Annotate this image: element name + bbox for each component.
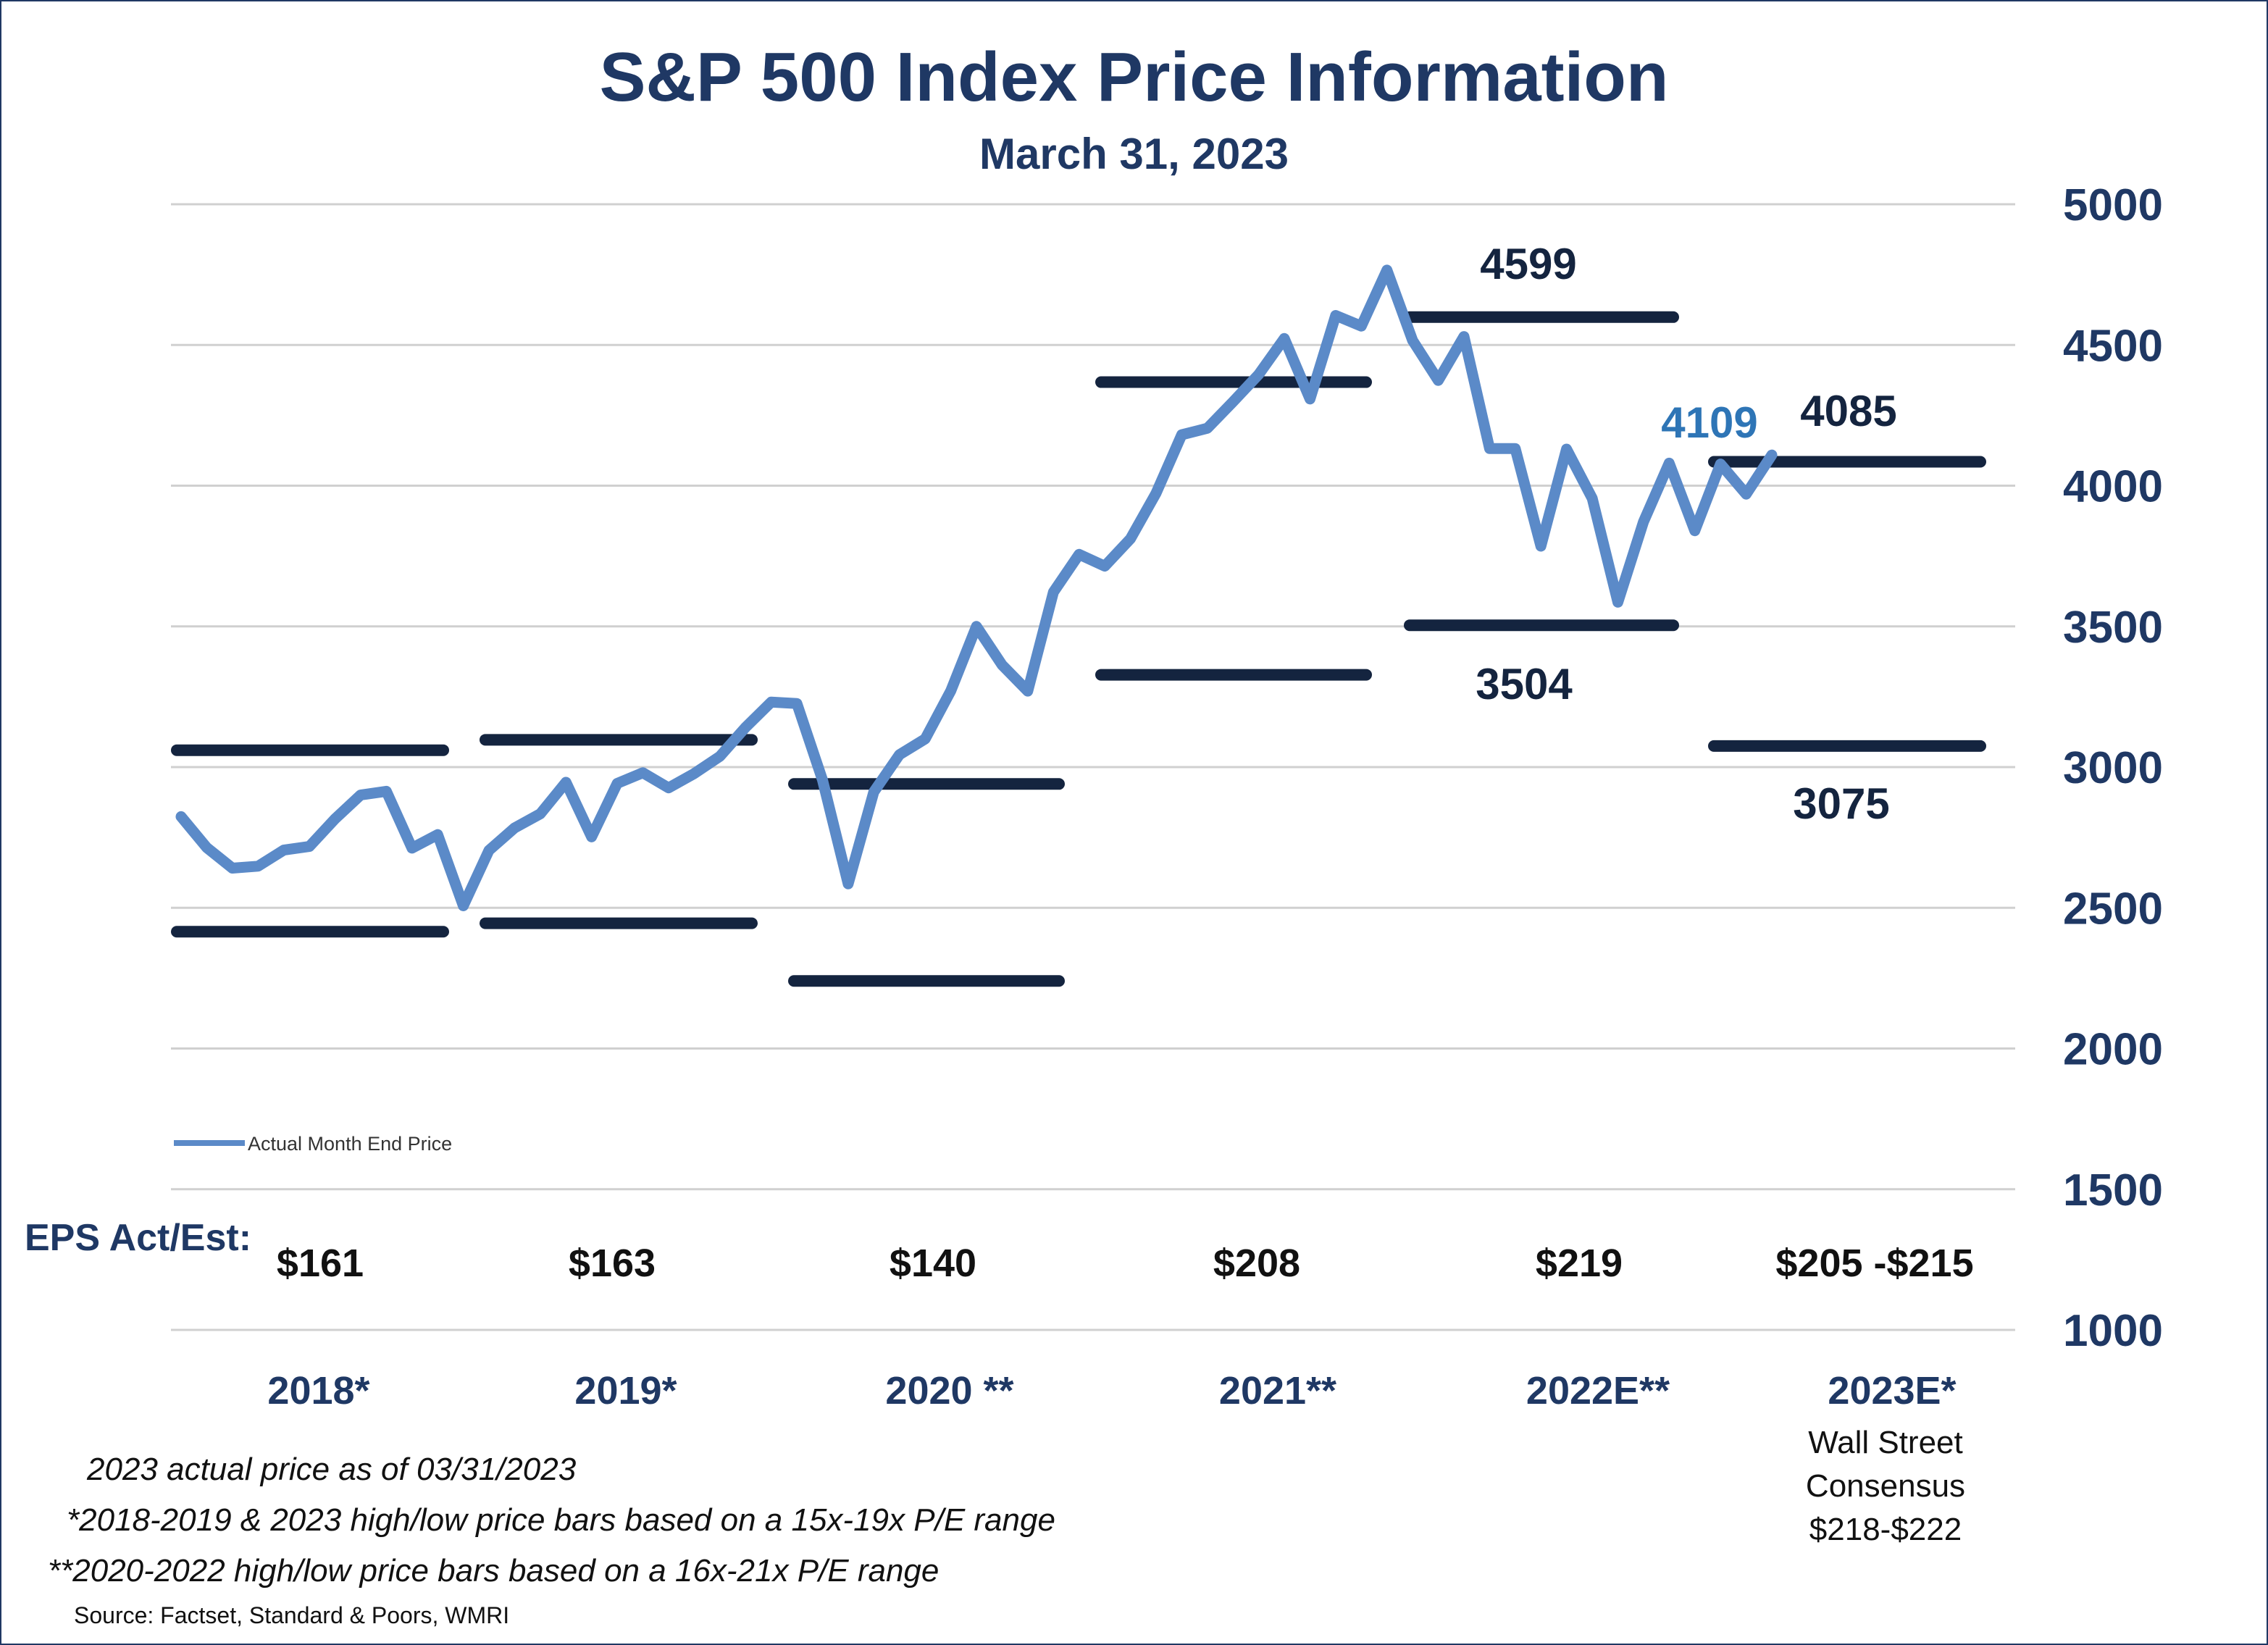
eps-value: $140 [890,1242,976,1285]
year-label: 2018* [267,1369,369,1412]
bar-2022-high-label: 4599 [1480,240,1576,288]
bar-2022-low-label: 3504 [1476,660,1573,708]
y-tick-label: 1500 [2063,1165,2163,1215]
y-tick-label: 4500 [2063,321,2163,371]
year-labels: 2018* 2019* 2020 ** 2021** 2022E** 2023E* [267,1369,1956,1412]
eps-value: $161 [277,1242,364,1285]
chart-subtitle: March 31, 2023 [979,130,1289,178]
eps-heading: EPS Act/Est: [25,1217,251,1259]
eps-value: $219 [1536,1242,1623,1285]
price-line [175,264,1778,911]
chart-title: S&P 500 Index Price Information [599,38,1669,116]
consensus-line-2: Consensus [1806,1468,1965,1504]
year-label: 2019* [574,1369,677,1412]
bar-2023-high-label: 4085 [1800,387,1896,435]
high-low-bars [171,311,1986,987]
y-axis-ticks: 5000 4500 4000 3500 3000 2500 2000 1500 1000 [2063,180,2163,1356]
year-label: 2022E** [1526,1369,1670,1412]
grid-lines [171,203,2015,1331]
y-tick-label: 2000 [2063,1025,2163,1075]
year-label: 2020 ** [885,1369,1013,1412]
year-label: 2021** [1219,1369,1336,1412]
y-tick-label: 3000 [2063,743,2163,793]
consensus-line-1: Wall Street [1808,1425,1963,1460]
y-tick-label: 3500 [2063,603,2163,653]
legend: Actual Month End Price [174,1133,452,1155]
consensus-line-3: $218-$222 [1809,1512,1962,1547]
value-labels: 4599 3504 4085 3075 4109 [1476,240,1896,828]
footnote-3: **2020-2022 high/low price bars based on… [48,1553,940,1589]
bar-2023-low-label: 3075 [1793,779,1889,828]
eps-value: $208 [1213,1242,1300,1285]
y-tick-label: 1000 [2063,1306,2163,1356]
y-tick-label: 4000 [2063,462,2163,512]
footnote-2: *2018-2019 & 2023 high/low price bars ba… [67,1502,1055,1538]
eps-value: $205 -$215 [1775,1242,1973,1285]
eps-values: $161 $163 $140 $208 $219 $205 -$215 [277,1242,1974,1285]
current-price-label: 4109 [1661,398,1757,447]
legend-label: Actual Month End Price [248,1133,452,1155]
eps-value: $163 [569,1242,656,1285]
y-tick-label: 2500 [2063,884,2163,934]
price-line-layer [175,264,1778,911]
year-label: 2023E* [1828,1369,1956,1412]
y-tick-label: 5000 [2063,180,2163,230]
footnote-1: 2023 actual price as of 03/31/2023 [87,1452,577,1487]
consensus-note: Wall Street Consensus $218-$222 [1806,1425,1965,1547]
source-note: Source: Factset, Standard & Poors, WMRI [74,1602,510,1628]
